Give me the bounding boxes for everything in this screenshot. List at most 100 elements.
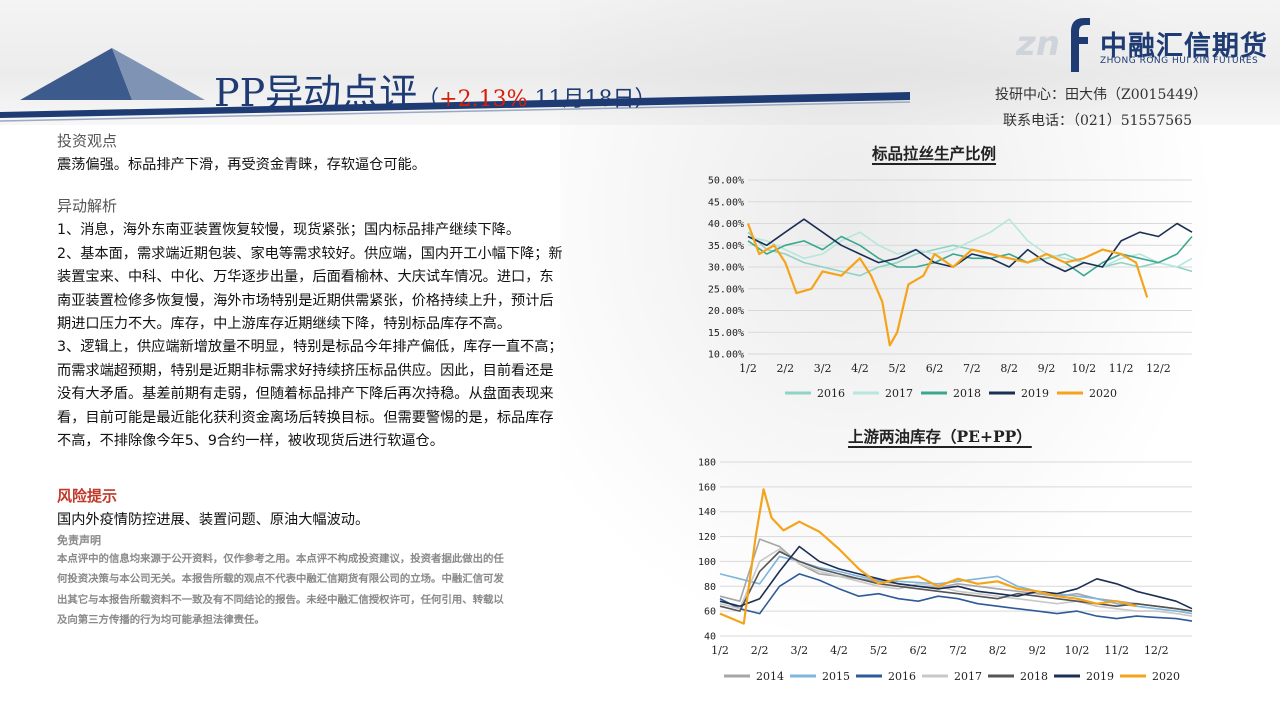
x-tick-label: 6/2 [909,644,927,657]
title-paren-open: （ [417,87,440,112]
disclaimer-line: 本点评中的信息均来源于公开资料，仅作参考之用。本点评不构成投资建议，投资者据此做… [57,552,504,565]
analysis-line: 看，目前可能是最近能化获利资金离场后转换目标。但需要警惕的是，标品库存 [57,409,554,426]
legend-label: 2019 [1021,387,1049,400]
series-line-2020 [746,223,1149,347]
analysis-line: 期进口压力不大。库存，中上游库存近期继续下降，特别标品库存不高。 [57,316,512,333]
x-tick-label: 1/2 [739,362,757,375]
triangle-decoration [20,48,132,100]
legend-label: 2014 [756,670,784,683]
legend-label: 2015 [822,670,850,683]
y-tick-label: 120 [698,532,716,543]
analysis-line: 不高，不排除像今年5、9合约一样，被收现货后进行软逼仓。 [57,433,444,450]
y-tick-label: 15.00% [708,328,744,339]
commentary-panel: 投资观点 震荡偏强。标品排产下滑，再受资金青睐，存软逼仓可能。 异动解析 1、消… [57,128,637,631]
x-tick-label: 12/2 [1146,362,1171,375]
risk-text: 国内外疫情防控进展、装置问题、原油大幅波动。 [57,512,370,529]
title-paren-close: ） [634,87,657,112]
x-tick-label: 12/2 [1144,644,1169,657]
analysis-line: 1、消息，海外东南亚装置恢复较慢，现货紧张；国内标品排产继续下降。 [57,222,521,239]
risk-title: 风险提示 [57,487,118,506]
series-line-2019 [719,545,1193,610]
x-tick-label: 2/2 [751,644,769,657]
y-tick-label: 60 [704,607,716,618]
chart-2-inventory: 40 60 80 100 120 140 160 180 1/2 2/2 3/2 4/2 5/2 6/2 7… [698,458,1193,683]
x-tick-label: 5/2 [870,644,888,657]
chart-1-title: 标品拉丝生产比例 [872,144,997,163]
company-logo-subtitle: ZHONG RONG HUI XIN FUTURES [1100,56,1259,66]
y-tick-label: 20.00% [708,306,744,317]
chart-1-ratio: 10.00% 15.00% 20.00% 25.00% 30.00% 35.00% 40.0… [708,176,1193,400]
analysis-line: 装置宝来、中科、中化、万华逐步出量，后面看榆林、大庆试车情况。进口，东 [57,269,554,286]
price-change: +2.13% [439,87,528,112]
series-line-2017 [747,218,1193,268]
x-tick-label: 9/2 [1038,362,1056,375]
x-tick-label: 3/2 [790,644,808,657]
legend-label: 2017 [954,670,982,683]
analysis-title: 异动解析 [57,197,118,216]
analysis-line: 而需求端超预期，特别是近期非标需求好持续挤压标品供应。因此，目前看还是 [57,362,554,379]
header-thin-line [0,101,911,122]
y-tick-label: 45.00% [708,197,744,208]
analysis-line: 南亚装置检修多恢复慢，海外市场特别是近期供需紧张，价格持续上升，预计后 [57,292,554,309]
x-tick-label: 7/2 [949,644,967,657]
header-decoration [0,48,911,122]
series-line-2016 [719,573,1193,622]
page-title: PP异动点评（+2.13% 11月18日） [214,62,657,117]
legend-label: 2017 [885,387,913,400]
x-tick-label: 8/2 [1000,362,1018,375]
x-tick-label: 11/2 [1109,362,1134,375]
x-tick-label: 6/2 [926,362,944,375]
analyst-info: 投研中心：田大伟（Z0015449） [995,87,1208,103]
contact-phone: 联系电话：（021）51557565 [1003,113,1192,129]
x-tick-label: 11/2 [1104,644,1129,657]
series-line-2017 [719,548,1193,617]
x-tick-label: 4/2 [851,362,869,375]
view-title: 投资观点 [57,132,118,150]
company-logo-text: 中融汇信期货 [1100,31,1268,62]
series-line-2019 [747,218,1193,273]
x-tick-label: 9/2 [1028,644,1046,657]
analysis-line: 没有大矛盾。基差前期有走弱，但随着标品排产下降后再次持稳。从盘面表现来 [57,386,554,403]
y-tick-label: 10.00% [708,350,744,361]
y-tick-label: 160 [698,482,716,493]
analysis-line: 2、基本面，需求端近期包装、家电等需求较好。供应端，国内开工小幅下降；新 [57,245,563,262]
y-tick-label: 40.00% [708,219,744,230]
title-date-text: 11月18日 [534,87,635,112]
x-tick-label: 3/2 [814,362,832,375]
y-tick-label: 50.00% [708,176,744,187]
x-tick-label: 8/2 [989,644,1007,657]
x-tick-label: 4/2 [830,644,848,657]
y-tick-label: 180 [698,458,716,469]
series-line-2018 [719,550,1193,612]
analysis-line: 3、逻辑上，供应端新增放量不明显，特别是标品今年排产偏低，库存一直不高； [57,339,563,356]
y-tick-label: 140 [698,507,716,518]
y-tick-label: 35.00% [708,241,744,252]
x-tick-label: 10/2 [1065,644,1090,657]
legend-label: 2020 [1089,387,1117,400]
disclaimer-line: 出其它与本报告所载资料不一致及有不同结论的报告。未经中融汇信授权许可，任何引用、… [57,593,504,606]
view-text: 震荡偏强。标品排产下滑，再受资金青睐，存软逼仓可能。 [57,157,426,173]
legend-label: 2016 [817,387,845,400]
series-line-2014 [719,538,1193,612]
legend-label: 2018 [1020,670,1048,683]
y-tick-label: 40 [704,632,716,643]
legend-label: 2018 [953,387,981,400]
disclaimer-line: 及向第三方传播的行为均可能承担法律责任。 [57,614,265,627]
series-line-2020 [719,488,1137,625]
x-tick-label: 2/2 [776,362,794,375]
title-date: 11月18日 [527,87,634,112]
logo-watermark: zn [1016,24,1060,64]
disclaimer-line: 何投资决策与本公司无关。本报告所载的观点不代表中融汇信期货有限公司的立场。中融汇… [57,573,504,586]
disclaimer-title: 免责声明 [57,533,101,547]
legend-label: 2020 [1152,670,1180,683]
legend-label: 2019 [1086,670,1114,683]
y-tick-label: 25.00% [708,284,744,295]
y-tick-label: 100 [698,557,716,568]
y-tick-label: 30.00% [708,263,744,274]
chart-2-title: 上游两油库存（PE+PP） [848,427,1032,446]
x-tick-label: 5/2 [888,362,906,375]
x-tick-label: 7/2 [963,362,981,375]
company-logo-icon [1071,18,1090,72]
y-tick-label: 80 [704,582,716,593]
header-stripe [0,92,910,118]
